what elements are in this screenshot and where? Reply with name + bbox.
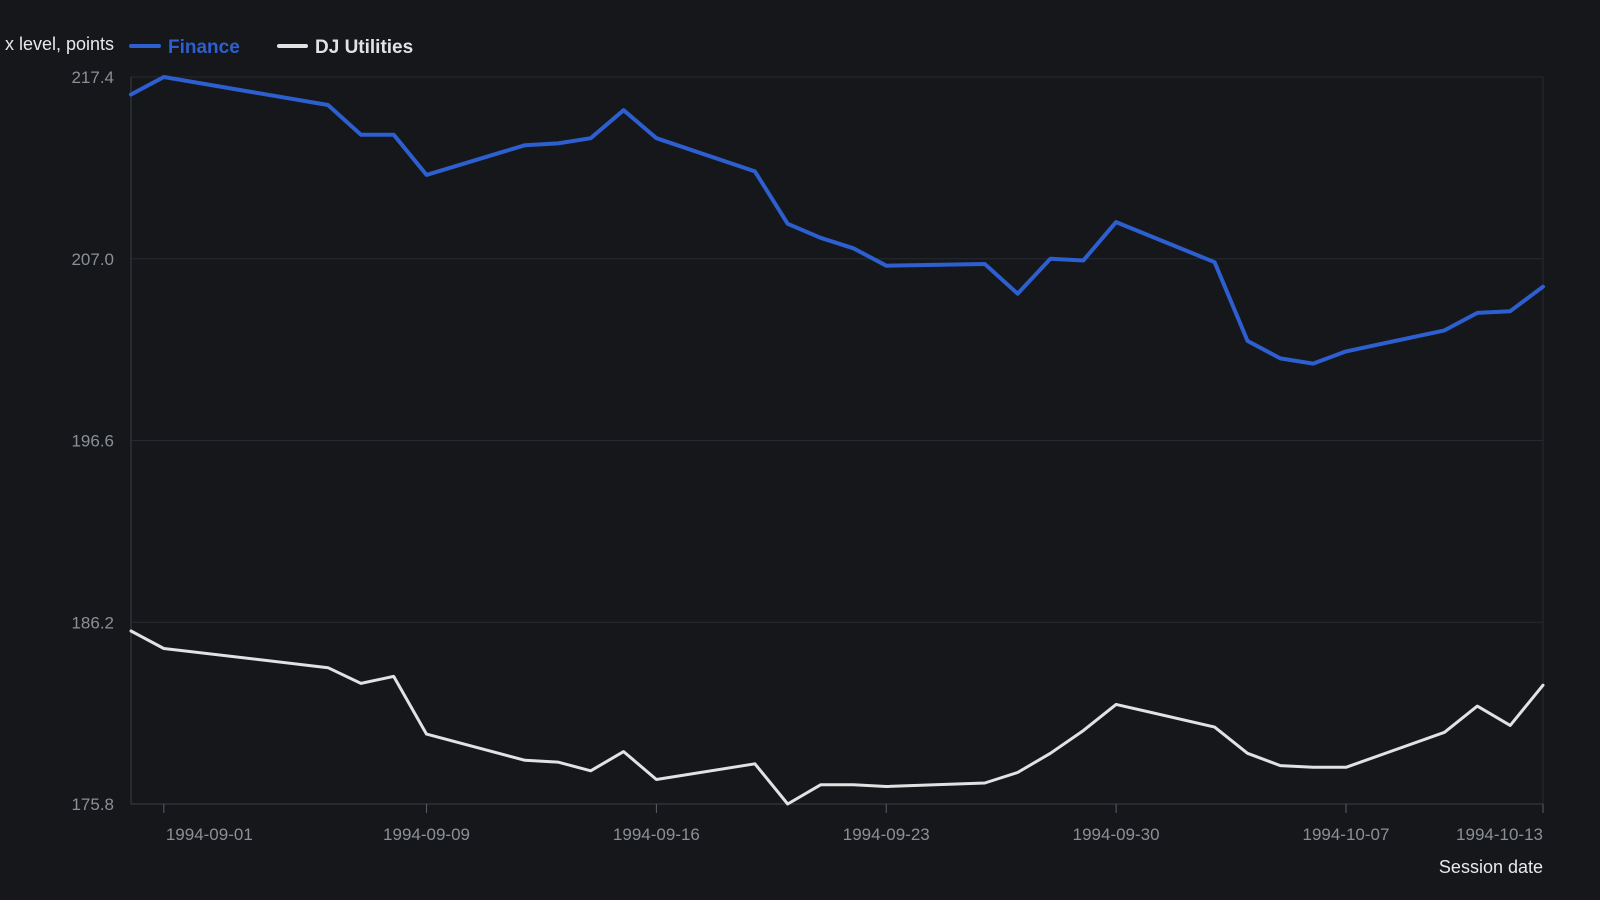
y-tick-label: 175.8 (71, 795, 114, 814)
x-tick-label: 1994-10-13 (1456, 825, 1543, 844)
x-tick-label: 1994-10-07 (1302, 825, 1389, 844)
series-line-dj-utilities[interactable] (129, 629, 1545, 806)
x-tick-label: 1994-09-16 (613, 825, 700, 844)
legend-label-finance: Finance (168, 37, 240, 58)
y-tick-label: 207.0 (71, 250, 114, 269)
gridlines (131, 76, 1544, 804)
y-tick-label: 196.6 (71, 432, 114, 451)
y-tick-label: 217.4 (71, 68, 114, 87)
y-tick-label: 186.2 (71, 613, 114, 632)
series-lines (129, 75, 1545, 806)
legend-label-dj-utilities: DJ Utilities (315, 37, 413, 58)
x-tick-label: 1994-09-09 (383, 825, 470, 844)
x-axis-label: Session date (1439, 857, 1543, 877)
legend-item-dj-utilities[interactable]: DJ Utilities (277, 37, 413, 58)
x-tick-label: 1994-09-30 (1073, 825, 1160, 844)
legend-item-finance[interactable]: Finance (129, 37, 240, 58)
tick-labels: 217.4 207.0 196.6 186.2 175.8 1994-09-01 1994-… (71, 68, 1543, 844)
y-axis-label: x level, points (5, 34, 114, 54)
series-line-finance[interactable] (129, 75, 1545, 366)
legend[interactable]: Finance DJ Utilities (129, 37, 413, 58)
x-tick-label: 1994-09-23 (843, 825, 930, 844)
axes (130, 77, 1544, 813)
x-tick-label: 1994-09-01 (166, 825, 253, 844)
